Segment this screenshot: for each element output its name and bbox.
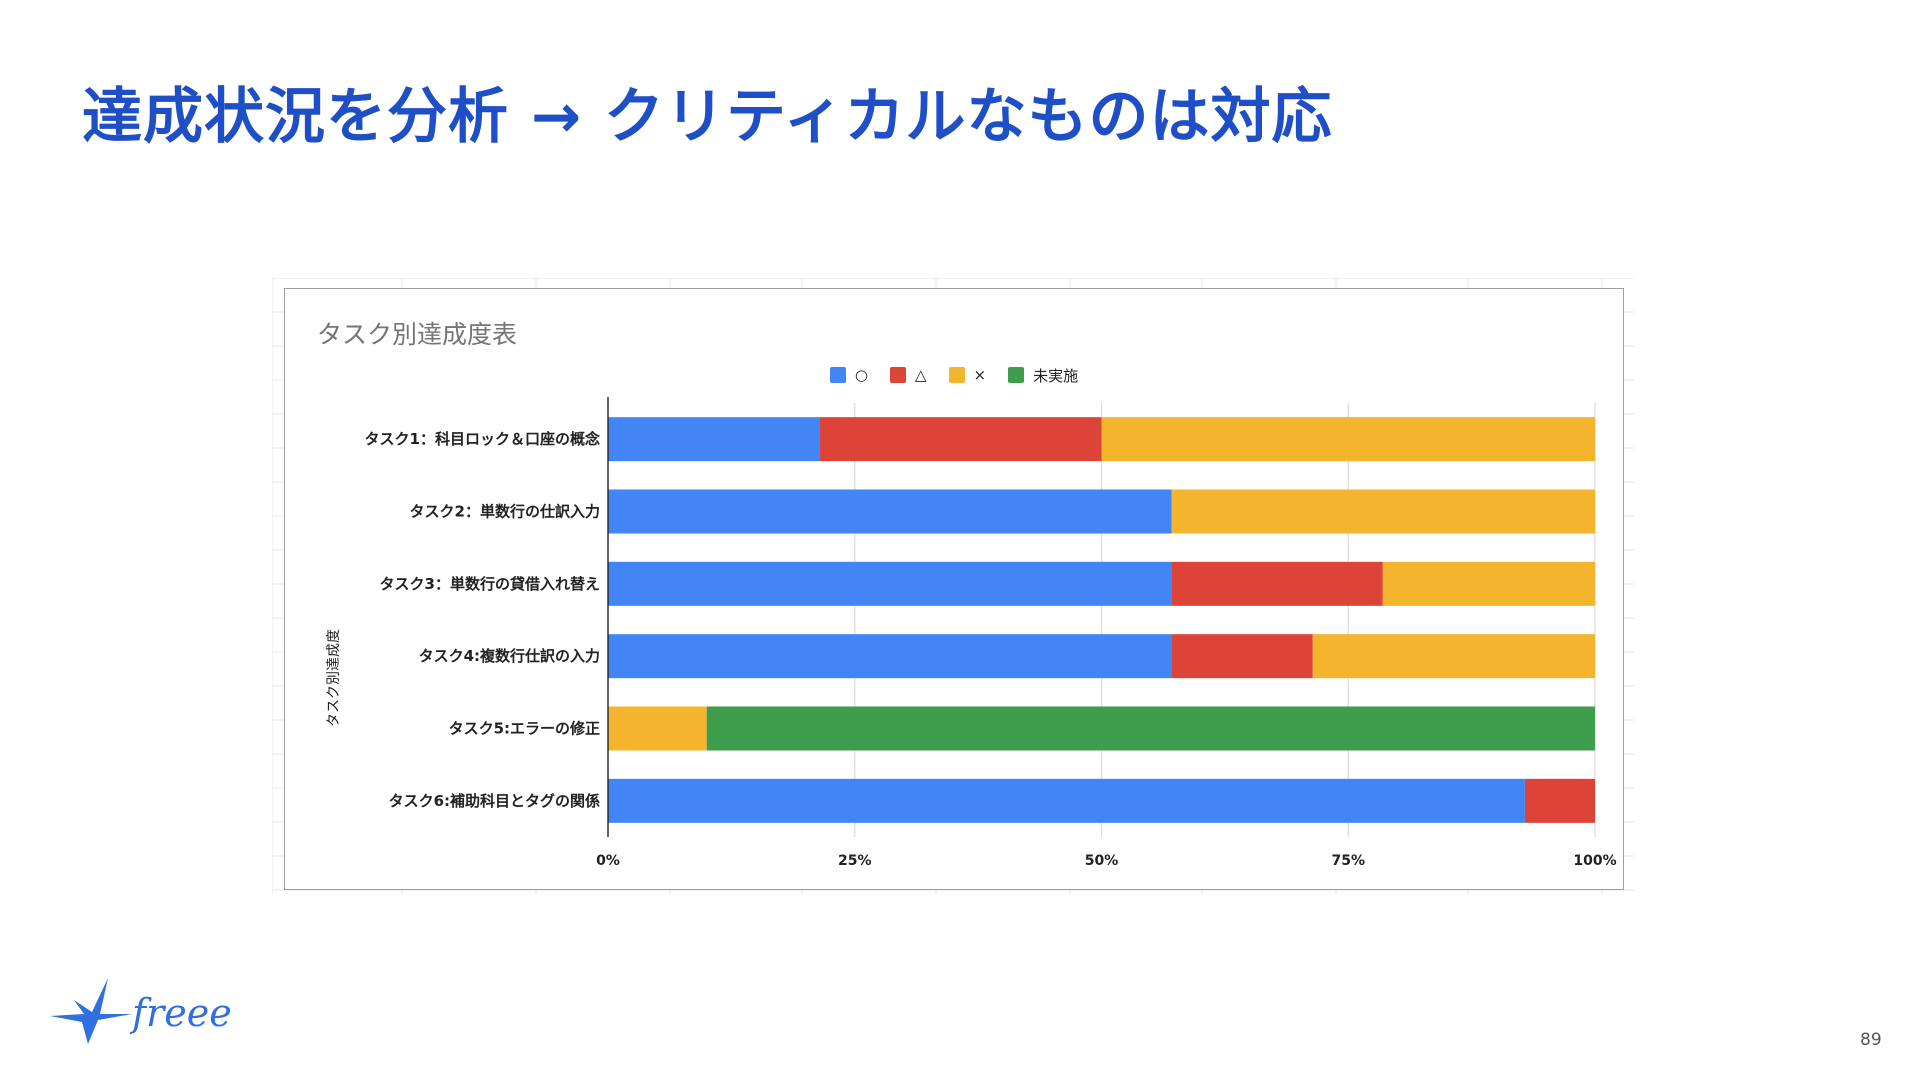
bar-segment-2-2[interactable] [1382,561,1595,606]
page-number: 89 [1860,1030,1882,1050]
legend-label-0: ○ [854,366,868,384]
x-tick-label-1: 25% [838,853,872,869]
freee-logo: freee [50,978,232,1044]
chart-container[interactable]: タスク別達成度表 ○ △ × 未実施 タスク別達成度 タスク1：科目ロック＆口座の概念… [284,288,1624,890]
category-label-5: タスク6:補助科目とタグの関係 [389,792,600,810]
page-title: 達成状況を分析 → クリティカルなものは対応 [82,82,1333,152]
logo-wordmark: freee [129,991,232,1035]
category-label-1: タスク2：単数行の仕訳入力 [410,503,600,521]
bar-segment-4-3[interactable] [706,706,1595,751]
chart-legend: ○ △ × 未実施 [285,363,1623,387]
legend-item-1[interactable]: △ [889,366,927,384]
legend-label-2: × [973,366,987,384]
x-tick-label-2: 50% [1085,853,1119,869]
bar-segment-2-1[interactable] [1171,561,1383,606]
legend-label-3: 未実施 [1033,366,1079,385]
category-label-4: タスク5:エラーの修正 [449,720,600,738]
bar-segment-5-0[interactable] [608,778,1525,823]
legend-swatch-3 [1008,367,1025,383]
bar-segment-2-0[interactable] [608,561,1172,606]
x-tick-label-4: 100% [1573,853,1616,869]
x-tick-label-0: 0% [596,853,620,869]
bar-segment-3-0[interactable] [608,634,1172,679]
bar-segment-3-2[interactable] [1312,634,1595,679]
bar-segment-1-2[interactable] [1171,489,1595,534]
bar-segment-4-2[interactable] [608,706,707,751]
legend-label-1: △ [914,366,927,384]
bar-segment-0-0[interactable] [608,417,820,462]
bar-segment-1-0[interactable] [608,489,1172,534]
category-label-2: タスク3：単数行の貸借入れ替え [380,575,600,593]
legend-item-3[interactable]: 未実施 [1008,365,1078,386]
legend-swatch-0 [829,367,846,383]
bird-logo-icon [50,978,132,1044]
chart-title: タスク別達成度表 [317,320,518,349]
legend-item-0[interactable]: ○ [829,366,868,384]
category-label-0: タスク1：科目ロック＆口座の概念 [365,430,600,448]
bar-segment-5-1[interactable] [1524,778,1595,823]
chart-plot: タスク1：科目ロック＆口座の概念タスク2：単数行の仕訳入力タスク3：単数行の貸借… [365,397,1617,869]
category-label-3: タスク4:複数行仕訳の入力 [419,647,600,665]
legend-swatch-1 [889,367,906,383]
bar-segment-3-1[interactable] [1171,634,1313,679]
x-tick-label-3: 75% [1331,853,1365,869]
legend-swatch-2 [948,367,965,383]
legend-item-2[interactable]: × [948,366,987,384]
bar-segment-0-1[interactable] [819,417,1102,462]
bar-segment-0-2[interactable] [1101,417,1596,462]
